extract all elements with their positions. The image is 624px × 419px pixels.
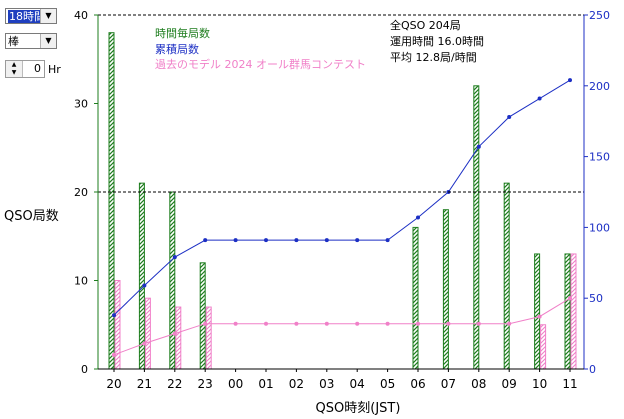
- x-tick-label: 00: [228, 377, 243, 391]
- hours-select[interactable]: 18時間 ▼: [5, 8, 57, 24]
- model-bar: [175, 306, 182, 370]
- model-cumulative-point: [233, 321, 238, 326]
- y-axis-label: QSO局数: [4, 209, 59, 224]
- left-tick-label: 0: [81, 363, 88, 376]
- cumulative-point: [294, 238, 299, 243]
- cumulative-point: [476, 144, 481, 149]
- x-tick-label: 06: [410, 377, 425, 391]
- model-bar: [540, 324, 547, 370]
- x-tick-label: 21: [137, 377, 152, 391]
- x-tick-label: 02: [289, 377, 304, 391]
- cumulative-line: [113, 79, 571, 316]
- right-tick-label: 200: [589, 80, 610, 93]
- model-cumulative-line: [113, 297, 571, 356]
- cumulative-point: [172, 255, 177, 260]
- cumulative-point: [203, 238, 208, 243]
- hour-offset-unit: Hr: [48, 63, 61, 76]
- cumulative-point: [537, 96, 542, 101]
- model-cumulative-point: [264, 321, 268, 326]
- model-cumulative-point: [294, 321, 299, 326]
- left-tick-label: 20: [74, 186, 88, 199]
- right-tick-label: 100: [589, 221, 610, 234]
- cumulative-point: [264, 238, 268, 243]
- x-tick-label: 22: [167, 377, 182, 391]
- hourly-bar: [442, 209, 449, 370]
- cumulative-point: [385, 238, 390, 243]
- hourly-bar: [534, 253, 541, 370]
- model-cumulative-point: [416, 321, 420, 326]
- hourly-bar: [199, 262, 206, 370]
- model-cumulative-point: [172, 331, 177, 336]
- cumulative-point: [568, 78, 572, 83]
- model-cumulative-point: [203, 321, 208, 326]
- x-tick-label: 07: [441, 377, 456, 391]
- model-cumulative-point: [112, 352, 116, 357]
- cumulative-point: [324, 238, 329, 243]
- model-bar: [570, 253, 577, 370]
- hour-offset-value: 0: [34, 62, 41, 75]
- cumulative-point: [355, 238, 360, 243]
- model-cumulative-point: [476, 321, 481, 326]
- left-tick-label: 40: [74, 9, 88, 22]
- hourly-bar: [108, 32, 115, 370]
- hourly-bar: [169, 191, 176, 370]
- left-tick-label: 30: [74, 98, 88, 111]
- x-tick-label: 05: [380, 377, 395, 391]
- hourly-bar: [412, 226, 419, 370]
- chevron-down-icon[interactable]: ▼: [40, 9, 56, 23]
- x-axis-label: QSO時刻(JST): [316, 401, 401, 416]
- model-cumulative-point: [355, 321, 360, 326]
- hourly-bar: [473, 85, 480, 370]
- cumulative-point: [416, 215, 420, 220]
- x-tick-label: 11: [562, 377, 577, 391]
- x-tick-label: 23: [198, 377, 213, 391]
- x-tick-label: 01: [258, 377, 273, 391]
- cumulative-point: [507, 114, 512, 119]
- model-bar: [205, 306, 212, 370]
- chevron-down-icon[interactable]: ▼: [40, 34, 56, 48]
- spinner-buttons: ▲ ▼: [6, 61, 23, 77]
- legend-hourly: 時間毎局数: [155, 27, 210, 40]
- legend-cumulative: 累積局数: [155, 42, 199, 56]
- hourly-bar: [564, 253, 571, 370]
- cumulative-point: [233, 238, 238, 243]
- x-tick-label: 20: [106, 377, 121, 391]
- cumulative-point: [112, 313, 116, 318]
- x-tick-label: 03: [319, 377, 334, 391]
- model-cumulative-point: [446, 321, 451, 326]
- x-tick-label: 04: [350, 377, 365, 391]
- right-tick-label: 250: [589, 9, 610, 22]
- stats-duration: 運用時間 16.0時間: [390, 35, 484, 48]
- spin-down-icon[interactable]: ▼: [6, 69, 22, 77]
- model-bar: [144, 297, 151, 370]
- x-tick-label: 10: [532, 377, 547, 391]
- hour-offset-spinner[interactable]: ▲ ▼ 0: [5, 60, 45, 78]
- right-tick-label: 150: [589, 151, 610, 164]
- x-tick-label: 08: [471, 377, 486, 391]
- hourly-bar: [138, 182, 145, 370]
- model-cumulative-point: [507, 321, 512, 326]
- chart-style-select-value: 棒: [8, 35, 19, 48]
- stats-average: 平均 12.8局/時間: [390, 51, 477, 64]
- hours-select-value: 18時間: [8, 10, 46, 23]
- model-cumulative-point: [324, 321, 329, 326]
- right-tick-label: 50: [589, 292, 603, 305]
- model-cumulative-point: [568, 296, 572, 301]
- right-tick-label: 0: [589, 363, 596, 376]
- model-cumulative-point: [385, 321, 390, 326]
- model-cumulative-point: [537, 314, 542, 319]
- chart-style-select[interactable]: 棒 ▼: [5, 33, 57, 49]
- model-cumulative-point: [142, 341, 147, 346]
- left-tick-label: 10: [74, 275, 88, 288]
- x-tick-label: 09: [502, 377, 517, 391]
- legend-model: 過去のモデル 2024 オール群馬コンテスト: [155, 57, 366, 71]
- stats-total: 全QSO 204局: [390, 18, 461, 32]
- cumulative-point: [142, 283, 147, 288]
- hourly-bar: [503, 182, 510, 370]
